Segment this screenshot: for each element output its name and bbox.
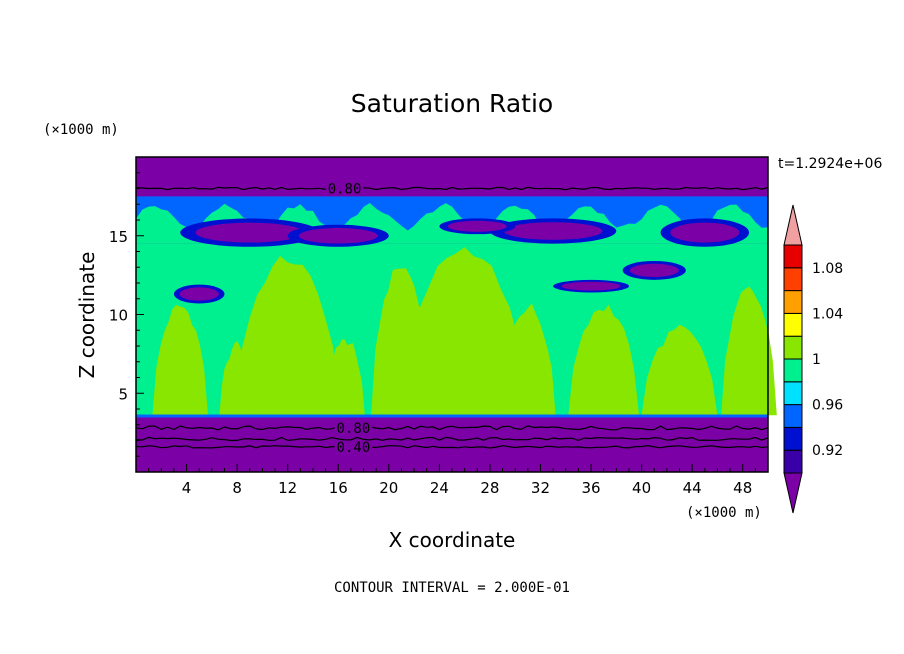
dry-cell — [670, 222, 740, 243]
x-tick-label: 32 — [531, 479, 550, 497]
y-axis-unit: (×1000 m) — [43, 122, 119, 138]
y-axis-label: Z coordinate — [75, 252, 99, 379]
x-tick-label: 48 — [733, 479, 752, 497]
boundary-seam — [136, 414, 768, 418]
dry-cell — [629, 263, 679, 278]
colorbar-segment — [783, 426, 803, 451]
dry-cell — [195, 222, 304, 243]
contour-interval-note: CONTOUR INTERVAL = 2.000E-01 — [334, 580, 570, 596]
contour-label: 0.80 — [337, 421, 371, 437]
contour-labels: 0.80 0.80 0.40 — [325, 182, 373, 456]
contour-line-lower-b — [135, 436, 769, 442]
y-tick-label: 15 — [109, 228, 128, 246]
colorbar-segment — [783, 335, 803, 360]
dry-cell — [503, 222, 603, 240]
contour-label: 0.80 — [328, 182, 362, 198]
colorbar-segment — [783, 244, 803, 269]
x-tick-label: 8 — [232, 479, 242, 497]
convective-plume — [324, 339, 365, 416]
convective-plume — [568, 304, 640, 416]
x-axis-label: X coordinate — [389, 528, 516, 552]
x-tick-label: 24 — [430, 479, 449, 497]
convective-plume — [641, 324, 718, 416]
colorbar-label: 1 — [812, 352, 821, 368]
contour-line-lower-c — [135, 444, 769, 449]
colorbar: 0.92 0.96 1 1.04 1.08 — [783, 204, 843, 514]
convective-plume — [401, 247, 528, 416]
time-label: t=1.2924e+06 — [778, 156, 882, 172]
colorbar-segment — [783, 312, 803, 337]
convective-plume — [500, 303, 556, 416]
dry-cell — [447, 220, 507, 232]
convective-plume — [152, 305, 208, 416]
colorbar-segment — [783, 381, 803, 406]
plot-area — [136, 157, 777, 472]
convective-plume — [721, 286, 777, 416]
convective-plume — [234, 255, 341, 416]
y-tick-label: 10 — [109, 307, 128, 325]
colorbar-segment — [783, 358, 803, 383]
contour-label-bg — [334, 422, 373, 435]
dry-cell — [298, 228, 378, 244]
dry-cell — [179, 287, 219, 301]
colorbar-label: 1.08 — [812, 261, 843, 277]
y-axis: 5 10 15 — [109, 172, 144, 457]
chart-title: Saturation Ratio — [351, 89, 553, 118]
contour-lines — [135, 186, 769, 449]
contour-label: 0.40 — [337, 440, 371, 456]
x-tick-label: 12 — [278, 479, 297, 497]
contour-label-bg — [325, 183, 364, 196]
colorbar-min-arrow — [783, 472, 803, 514]
x-tick-label: 16 — [329, 479, 348, 497]
x-tick-label: 36 — [581, 479, 600, 497]
colorbar-max-arrow — [783, 204, 803, 246]
colorbar-label: 0.92 — [812, 443, 843, 459]
contour-line-upper — [135, 186, 769, 191]
colorbar-segment — [783, 404, 803, 428]
colorbar-label: 1.04 — [812, 306, 843, 322]
dry-cell — [561, 281, 621, 291]
x-axis-unit: (×1000 m) — [686, 505, 762, 521]
convective-plume — [219, 340, 255, 416]
colorbar-segment — [783, 290, 803, 314]
x-tick-label: 40 — [632, 479, 651, 497]
x-axis: 4 8 12 16 20 24 28 32 36 40 44 48 — [148, 464, 756, 497]
y-tick-label: 5 — [118, 385, 128, 403]
x-tick-label: 44 — [683, 479, 702, 497]
contour-line-lower-a — [135, 425, 769, 431]
x-tick-label: 20 — [379, 479, 398, 497]
contour-label-bg — [334, 441, 373, 454]
x-tick-label: 4 — [182, 479, 192, 497]
colorbar-segment — [783, 267, 803, 292]
x-tick-label: 28 — [480, 479, 499, 497]
colorbar-segment — [783, 449, 803, 474]
layer-boundary — [136, 416, 768, 472]
colorbar-label: 0.96 — [812, 398, 843, 414]
